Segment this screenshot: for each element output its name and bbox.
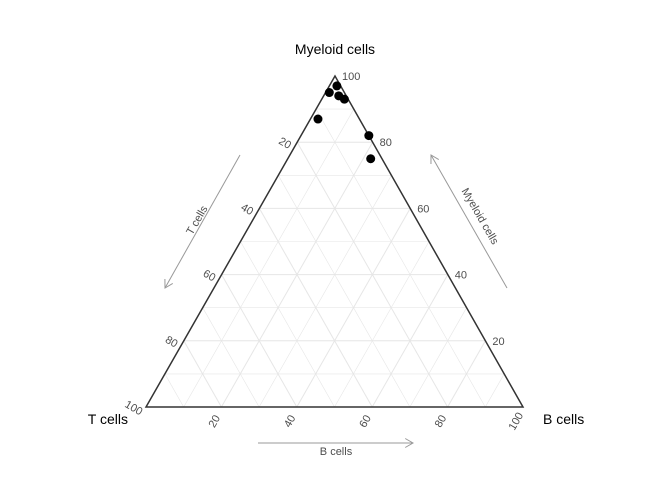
tick-label-b-cells: 60 xyxy=(357,413,374,430)
grid-line-t-cells xyxy=(278,175,410,407)
tick-label-t-cells: 60 xyxy=(201,268,218,285)
data-point xyxy=(340,95,349,104)
grid-line-t-cells xyxy=(241,242,335,408)
grid-line-b-cells xyxy=(485,374,504,407)
myeloid-cells-axis-arrow: Myeloid cells xyxy=(431,155,507,288)
grid-line-t-cells xyxy=(165,374,184,407)
grid-line-b-cells xyxy=(259,175,391,407)
tick-label-b-cells: 80 xyxy=(433,413,450,430)
tick-label-b-cells: 20 xyxy=(207,413,224,430)
tick-label-t-cells: 40 xyxy=(239,202,256,219)
data-point xyxy=(313,115,322,124)
b-cells-axis-label: B cells xyxy=(320,446,353,458)
grid-line-t-cells xyxy=(316,109,485,407)
vertex-label-t-cells: T cells xyxy=(88,411,128,427)
data-point xyxy=(364,131,373,140)
data-point xyxy=(332,81,341,90)
grid-line-b-cells xyxy=(184,109,354,407)
tick-label-myeloid: 20 xyxy=(492,336,504,348)
t-cells-axis-label: T cells xyxy=(184,203,210,237)
vertex-label-myeloid: Myeloid cells xyxy=(295,41,375,57)
myeloid-cells-axis-label: Myeloid cells xyxy=(459,186,501,247)
tick-label-t-cells: 20 xyxy=(276,135,293,152)
tick-label-myeloid: 80 xyxy=(380,137,392,149)
tick-label-myeloid: 40 xyxy=(455,270,467,282)
grid-line-t-cells xyxy=(203,308,259,407)
grid-line-b-cells xyxy=(410,308,467,407)
tick-label-b-cells: 40 xyxy=(282,413,299,430)
grid-lines xyxy=(165,109,504,407)
data-point xyxy=(366,154,375,163)
t-cells-axis-arrow: T cells xyxy=(165,155,240,288)
vertex-label-b-cells: B cells xyxy=(543,411,584,427)
grid-line-b-cells xyxy=(335,242,430,408)
tick-label-b-cells: 100 xyxy=(507,411,527,433)
data-point xyxy=(325,88,334,97)
b-cells-axis-arrow: B cells xyxy=(258,439,413,459)
tick-label-myeloid: 60 xyxy=(417,203,429,215)
myeloid-cells-arrow-line xyxy=(431,155,507,288)
tick-label-myeloid: 100 xyxy=(342,71,360,83)
tick-label-t-cells: 80 xyxy=(163,334,180,351)
